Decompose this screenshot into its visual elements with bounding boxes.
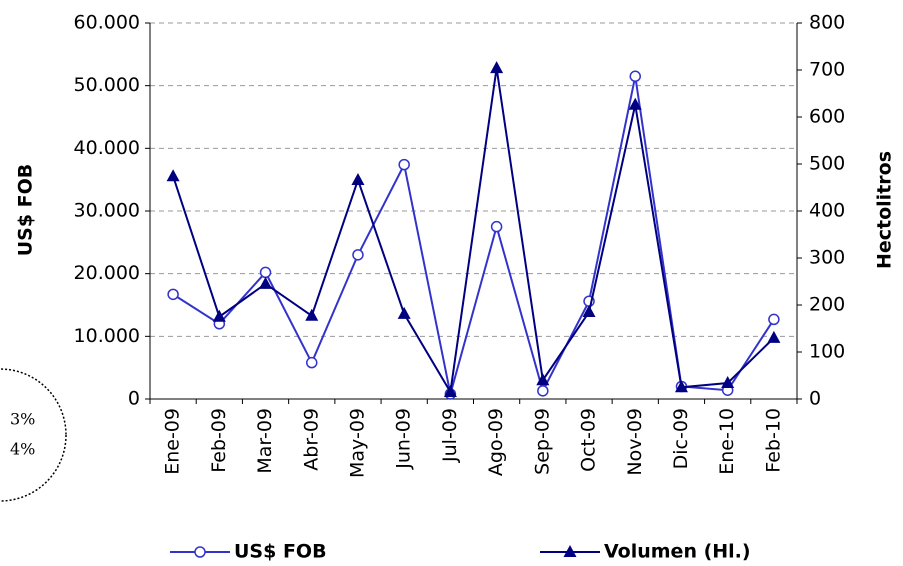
point <box>490 220 503 233</box>
point <box>490 61 504 74</box>
callout-ellipse <box>0 368 67 502</box>
point <box>721 376 735 389</box>
y2-tick-label: 200 <box>809 294 845 316</box>
x-tick-label: Mar-09 <box>254 408 276 474</box>
point <box>628 97 642 110</box>
x-tick-label: Feb-09 <box>208 408 230 473</box>
point <box>194 546 206 558</box>
x-tick-label: Sep-09 <box>531 408 553 475</box>
point <box>212 309 226 322</box>
y-axis-title: US$ FOB <box>15 164 37 257</box>
point <box>629 70 641 83</box>
point <box>259 276 273 289</box>
x-tick-label: May-09 <box>346 408 368 478</box>
point <box>305 308 319 321</box>
point <box>443 384 457 397</box>
y-tick-label: 30.000 <box>74 200 140 222</box>
point <box>352 249 364 261</box>
y-tick-label: 50.000 <box>74 74 140 96</box>
y-tick-label: 40.000 <box>74 137 140 159</box>
point <box>167 288 179 301</box>
x-tick-label: Jul-09 <box>439 408 461 463</box>
point <box>537 385 549 397</box>
y-tick-label: 20.000 <box>74 262 140 284</box>
point <box>674 380 688 393</box>
y2-tick-label: 800 <box>809 12 845 34</box>
x-tick-label: Ene-10 <box>716 408 738 475</box>
y-tick-label: 10.000 <box>74 325 140 347</box>
x-tick-label: Oct-09 <box>578 408 600 472</box>
x-tick-label: Jun-09 <box>393 408 415 470</box>
point <box>536 373 550 386</box>
point <box>259 266 272 279</box>
y2-axis-title: Hectolitros <box>874 151 896 269</box>
x-tick-label: Ene-09 <box>162 408 184 475</box>
point <box>351 172 365 185</box>
y2-tick-label: 300 <box>809 247 845 269</box>
x-tick-label: Nov-09 <box>624 408 646 476</box>
point <box>166 169 180 182</box>
point <box>768 313 780 326</box>
x-tick-label: Feb-10 <box>762 408 784 473</box>
y2-tick-label: 500 <box>809 153 845 175</box>
y2-tick-label: 700 <box>809 59 845 81</box>
x-tick-label: Ago-09 <box>485 408 507 476</box>
y2-tick-label: 0 <box>809 388 821 410</box>
y2-tick-label: 600 <box>809 106 845 128</box>
legend-label: US$ FOB <box>234 541 327 563</box>
point <box>398 158 410 171</box>
point <box>582 305 596 318</box>
y2-tick-label: 400 <box>809 200 845 222</box>
x-tick-label: Abr-09 <box>300 408 322 471</box>
y-tick-label: 0 <box>128 388 140 410</box>
point <box>767 330 781 343</box>
annotation: 4% <box>10 440 35 459</box>
x-tick-label: Dic-09 <box>670 408 692 469</box>
annotation: 3% <box>10 410 35 429</box>
y2-tick-label: 100 <box>809 341 845 363</box>
point <box>306 356 318 369</box>
point <box>563 545 577 557</box>
y-tick-label: 60.000 <box>74 12 140 34</box>
legend-label: Volumen (Hl.) <box>604 541 751 563</box>
point <box>397 306 411 319</box>
series-line <box>172 67 775 395</box>
